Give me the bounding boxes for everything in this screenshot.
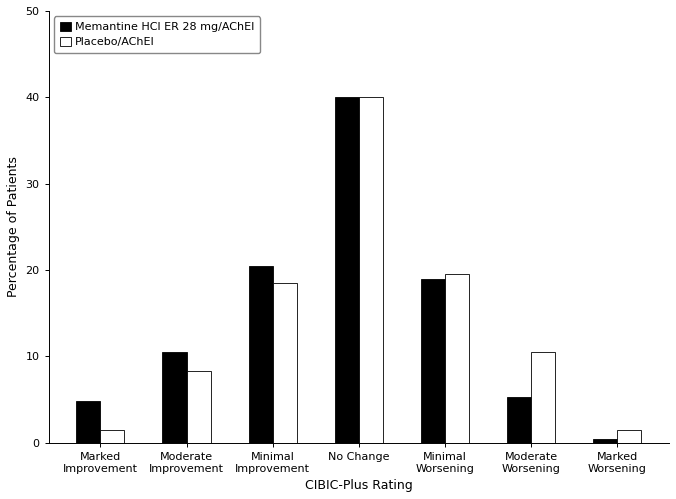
Bar	[162, 352, 187, 443]
X-axis label: CIBIC-Plus Rating: CIBIC-Plus Rating	[305, 479, 413, 492]
Bar	[531, 352, 555, 443]
Bar	[335, 97, 359, 443]
Bar	[421, 279, 445, 443]
Bar	[187, 371, 211, 443]
Bar	[76, 401, 100, 443]
Bar	[100, 430, 124, 443]
Bar	[249, 266, 272, 443]
Bar	[507, 397, 531, 443]
Bar	[445, 274, 469, 443]
Y-axis label: Percentage of Patients: Percentage of Patients	[7, 157, 20, 297]
Bar	[594, 439, 617, 443]
Bar	[359, 97, 383, 443]
Legend: Memantine HCl ER 28 mg/AChEI, Placebo/AChEI: Memantine HCl ER 28 mg/AChEI, Placebo/AC…	[54, 16, 260, 53]
Bar	[272, 283, 297, 443]
Bar	[617, 430, 642, 443]
